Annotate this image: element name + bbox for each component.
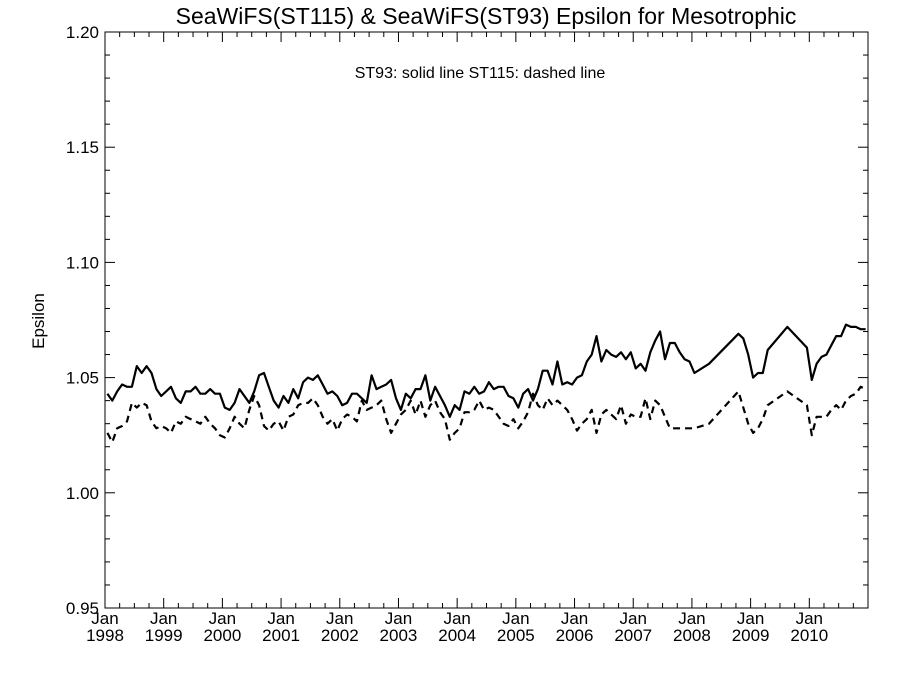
y-tick-label: 1.20: [66, 23, 99, 42]
line-style-annotation: ST93: solid line ST115: dashed line: [355, 65, 606, 82]
y-tick-label: 1.00: [66, 484, 99, 503]
x-tick-year-label: 2006: [556, 626, 594, 645]
y-tick-label: 1.15: [66, 138, 99, 157]
x-tick-month-label: Jan: [326, 609, 353, 628]
x-tick-year-label: 1998: [86, 626, 124, 645]
x-tick-year-label: 2008: [673, 626, 711, 645]
x-tick-month-label: Jan: [561, 609, 588, 628]
chart-title: SeaWiFS(ST115) & SeaWiFS(ST93) Epsilon f…: [176, 3, 797, 29]
y-tick-label: 0.95: [66, 599, 99, 618]
x-tick-year-label: 2007: [614, 626, 652, 645]
x-tick-month-label: Jan: [385, 609, 412, 628]
y-tick-label: 1.05: [66, 369, 99, 388]
x-tick-year-label: 2010: [790, 626, 828, 645]
x-tick-month-label: Jan: [209, 609, 236, 628]
axis-ticks: 0.951.001.051.101.151.20Jan1998Jan1999Ja…: [66, 23, 869, 645]
x-tick-month-label: Jan: [796, 609, 823, 628]
y-tick-label: 1.10: [66, 253, 99, 272]
series-lines: [106, 323, 867, 444]
y-axis-label: Epsilon: [29, 293, 48, 349]
x-tick-year-label: 2004: [438, 626, 476, 645]
x-tick-month-label: Jan: [443, 609, 470, 628]
x-tick-month-label: Jan: [91, 609, 118, 628]
x-tick-year-label: 2001: [262, 626, 300, 645]
series-line-st93: [106, 323, 866, 418]
series-line-st115: [106, 385, 867, 444]
x-tick-year-label: 2003: [380, 626, 418, 645]
x-tick-year-label: 2000: [203, 626, 241, 645]
x-tick-year-label: 2009: [732, 626, 770, 645]
plot-area-frame: [104, 31, 869, 609]
x-tick-year-label: 2005: [497, 626, 535, 645]
x-tick-month-label: Jan: [737, 609, 764, 628]
x-tick-year-label: 1999: [145, 626, 183, 645]
x-tick-year-label: 2002: [321, 626, 359, 645]
x-tick-month-label: Jan: [150, 609, 177, 628]
x-tick-month-label: Jan: [502, 609, 529, 628]
x-tick-month-label: Jan: [620, 609, 647, 628]
x-tick-month-label: Jan: [267, 609, 294, 628]
x-tick-month-label: Jan: [678, 609, 705, 628]
